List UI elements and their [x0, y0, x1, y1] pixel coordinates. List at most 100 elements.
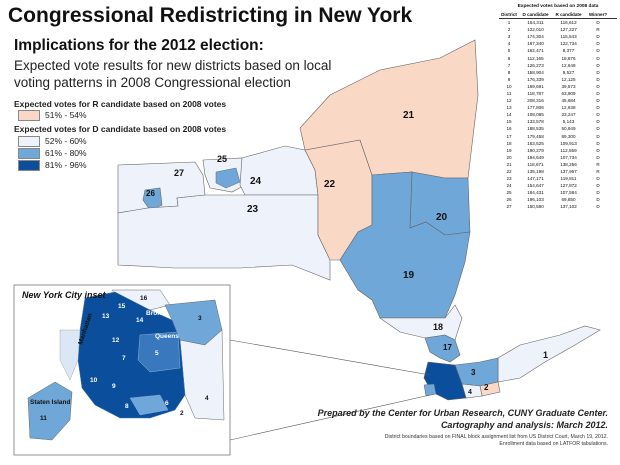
table-cell: 18 [506, 140, 512, 146]
table-row: 15 133,578 5,143 D [499, 118, 617, 125]
header-cell: D candidate [522, 11, 549, 17]
table-cell: D [596, 112, 600, 118]
district-label: 2 [484, 383, 489, 392]
table-cell: 23,247 [561, 112, 576, 118]
table-cell: R [596, 27, 600, 33]
inset-district-label: 2 [180, 410, 184, 417]
table-cell: 190,279 [527, 147, 544, 153]
table-cell: D [596, 20, 600, 26]
table-cell: D [596, 183, 600, 189]
table-cell: D [596, 41, 600, 47]
table-row: 23 147,171 119,811 D [499, 175, 617, 182]
legend-d-item: 52% - 60% [18, 135, 87, 147]
table-cell: D [596, 76, 600, 82]
inset-district-label: 5 [155, 350, 159, 357]
table-cell: 122,010 [527, 27, 544, 33]
table-cell: 167,340 [527, 41, 544, 47]
table-row: 1 164,311 116,612 D [499, 19, 617, 26]
table-cell: 177,806 [527, 105, 544, 111]
table-row: 2 122,010 127,227 R [499, 26, 617, 33]
table-cell: 19 [506, 147, 512, 153]
table-cell: D [596, 62, 600, 68]
table-cell: 107,734 [560, 154, 577, 160]
table-cell: 158,904 [527, 69, 544, 75]
district-25-core [215, 167, 241, 189]
inset-district-label: 16 [140, 295, 148, 302]
district-23 [117, 194, 331, 281]
table-cell: 112,559 [560, 147, 577, 153]
district-24 [239, 145, 319, 196]
table-cell: 1 [507, 20, 511, 26]
table-cell: 24 [506, 183, 512, 189]
header-cell: R candidate [555, 11, 582, 17]
legend-d-item: 81% - 96% [18, 159, 87, 171]
inset-district-core [77, 291, 186, 419]
table-cell: 69,850 [561, 197, 576, 203]
inset-leader-line [229, 339, 431, 376]
map-subtitle: Implications for the 2012 election: [14, 37, 264, 54]
map-description: Expected vote results for new districts … [14, 58, 332, 90]
table-cell: D [596, 154, 600, 160]
table-cell: R [596, 161, 600, 167]
table-cell: D [596, 34, 600, 40]
table-cell: 13 [506, 105, 512, 111]
legend-d-item: 61% - 80% [18, 147, 87, 159]
table-cell: 127,227 [560, 27, 577, 33]
table-cell: D [596, 119, 600, 125]
table-row: 26 196,103 69,850 D [499, 196, 617, 203]
table-cell: 3 [507, 34, 511, 40]
table-cell: 179,458 [527, 133, 544, 139]
district-label: 3 [471, 368, 476, 377]
table-cell: 27 [506, 204, 512, 210]
table-row: 16 188,535 50,949 D [499, 125, 617, 132]
table-row: 12 208,316 45,684 D [499, 97, 617, 104]
map-title: Congressional Redistricting in New York [8, 4, 413, 27]
table-cell: 137,102 [560, 204, 577, 210]
table-row: 19 190,279 112,559 D [499, 147, 617, 154]
table-cell: 5 [507, 48, 511, 54]
table-row: 14 108,085 23,247 D [499, 111, 617, 118]
inset-title: New York City inset [22, 290, 106, 300]
district-17 [424, 334, 461, 363]
table-cell: 50,949 [561, 126, 576, 132]
header-cell: Winner? [588, 11, 608, 17]
inset-district-6 [137, 331, 181, 373]
table-cell: 135,198 [527, 169, 544, 175]
table-row: 27 150,580 137,102 D [499, 203, 617, 210]
inset-district-label: 9 [112, 383, 116, 390]
district-label: 1 [543, 350, 548, 360]
table-row: 8 158,904 9,527 D [499, 69, 617, 76]
table-cell: 20 [506, 154, 512, 160]
credit-line: Cartography and analysis: March 2012. [440, 419, 608, 430]
table-cell: 23 [506, 176, 512, 182]
table-cell: 12 [506, 98, 512, 104]
table-cell: 119,811 [560, 176, 577, 182]
table-cell: 8 [507, 69, 511, 75]
table-cell: 138,256 [560, 161, 577, 167]
table-cell: 25 [506, 190, 512, 196]
borough-label-bronx: Bronx [146, 310, 165, 317]
table-row: 7 126,273 12,648 D [499, 62, 617, 69]
credit-line: Prepared by the Center for Urban Researc… [317, 408, 608, 418]
legend-r-title: Expected votes for R candidate based on … [14, 99, 227, 109]
table-cell: D [596, 176, 600, 182]
table-header: District D candidate R candidate Winner? [499, 10, 617, 19]
borough-label-staten-island: Staten Island [30, 399, 70, 406]
inset-district-jersey [59, 329, 81, 381]
table-cell: D [596, 98, 600, 104]
table-cell: 8,377 [562, 48, 575, 54]
district-18 [379, 304, 463, 341]
table-cell: 2 [507, 27, 511, 33]
table-cell: R [596, 169, 600, 175]
table-row: 13 177,806 12,638 D [499, 104, 617, 111]
table-cell: 116,612 [560, 20, 577, 26]
inset-district-label: 7 [122, 355, 126, 362]
table-cell: 11 [506, 90, 512, 96]
table-cell: 109,913 [560, 140, 577, 146]
table-cell: 174,304 [527, 34, 544, 40]
table-row: 17 179,458 89,300 D [499, 133, 617, 140]
table-cell: 196,103 [527, 197, 544, 203]
table-cell: 45,684 [561, 98, 576, 104]
table-cell: 208,316 [527, 98, 544, 104]
